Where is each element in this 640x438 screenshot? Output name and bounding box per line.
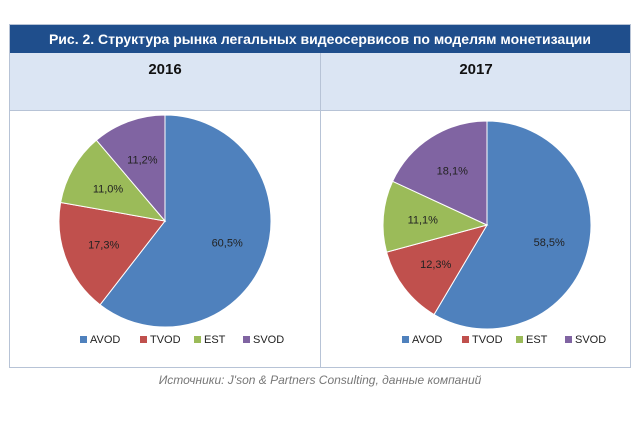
pie-slice-est bbox=[60, 139, 167, 222]
legend-swatch-avod bbox=[80, 336, 87, 343]
pie-slice-avod bbox=[99, 114, 272, 328]
column-divider bbox=[320, 53, 321, 368]
pie-slice-avod bbox=[433, 120, 592, 330]
legend-label-svod: SVOD bbox=[253, 334, 284, 346]
data-label-avod: 60,5% bbox=[212, 237, 243, 249]
data-label-tvod: 17,3% bbox=[88, 240, 119, 252]
data-label-svod: 11,2% bbox=[127, 154, 158, 166]
legend-label-tvod: TVOD bbox=[472, 334, 503, 346]
chart-panel-2017: 58,5% 12,3% 11,1% 18,1% AVOD TVOD EST SVOD bbox=[322, 111, 630, 368]
data-label-tvod: 12,3% bbox=[420, 259, 451, 271]
legend-label-avod: AVOD bbox=[90, 334, 120, 346]
pie-slice-svod bbox=[95, 114, 166, 223]
pie-slice-tvod bbox=[58, 201, 166, 306]
pie-chart-2016: 60,5% 17,3% 11,0% 11,2% AVOD TVOD EST SVOD bbox=[58, 114, 284, 346]
figure-title: Рис. 2. Структура рынка легальных видеос… bbox=[10, 25, 630, 53]
figure-frame: Рис. 2. Структура рынка легальных видеос… bbox=[9, 24, 631, 368]
pie-slice-tvod bbox=[385, 224, 489, 316]
pie-slice-est bbox=[382, 180, 489, 253]
legend-label-tvod: TVOD bbox=[150, 334, 181, 346]
legend-swatch-tvod bbox=[140, 336, 147, 343]
pie-chart-2017: 58,5% 12,3% 11,1% 18,1% AVOD TVOD EST SVOD bbox=[382, 120, 606, 346]
source-note: Источники: J'son & Partners Consulting, … bbox=[158, 373, 482, 387]
year-2017-header: 2017 bbox=[459, 61, 493, 78]
legend-swatch-tvod bbox=[462, 336, 469, 343]
chart-panel-2016: 60,5% 17,3% 11,0% 11,2% AVOD TVOD EST SVOD bbox=[10, 111, 318, 368]
data-label-avod: 58,5% bbox=[534, 237, 565, 249]
year-2016-header: 2016 bbox=[148, 61, 182, 78]
legend-label-est: EST bbox=[526, 334, 548, 346]
data-label-svod: 18,1% bbox=[437, 166, 468, 178]
legend-label-est: EST bbox=[204, 334, 226, 346]
legend-swatch-svod bbox=[565, 336, 572, 343]
legend-swatch-est bbox=[194, 336, 201, 343]
legend-swatch-svod bbox=[243, 336, 250, 343]
legend-label-svod: SVOD bbox=[575, 334, 606, 346]
pie-slice-svod bbox=[391, 120, 488, 226]
legend-label-avod: AVOD bbox=[412, 334, 442, 346]
legend-swatch-est bbox=[516, 336, 523, 343]
legend-swatch-avod bbox=[402, 336, 409, 343]
data-label-est: 11,0% bbox=[93, 183, 124, 195]
data-label-est: 11,1% bbox=[408, 215, 439, 227]
